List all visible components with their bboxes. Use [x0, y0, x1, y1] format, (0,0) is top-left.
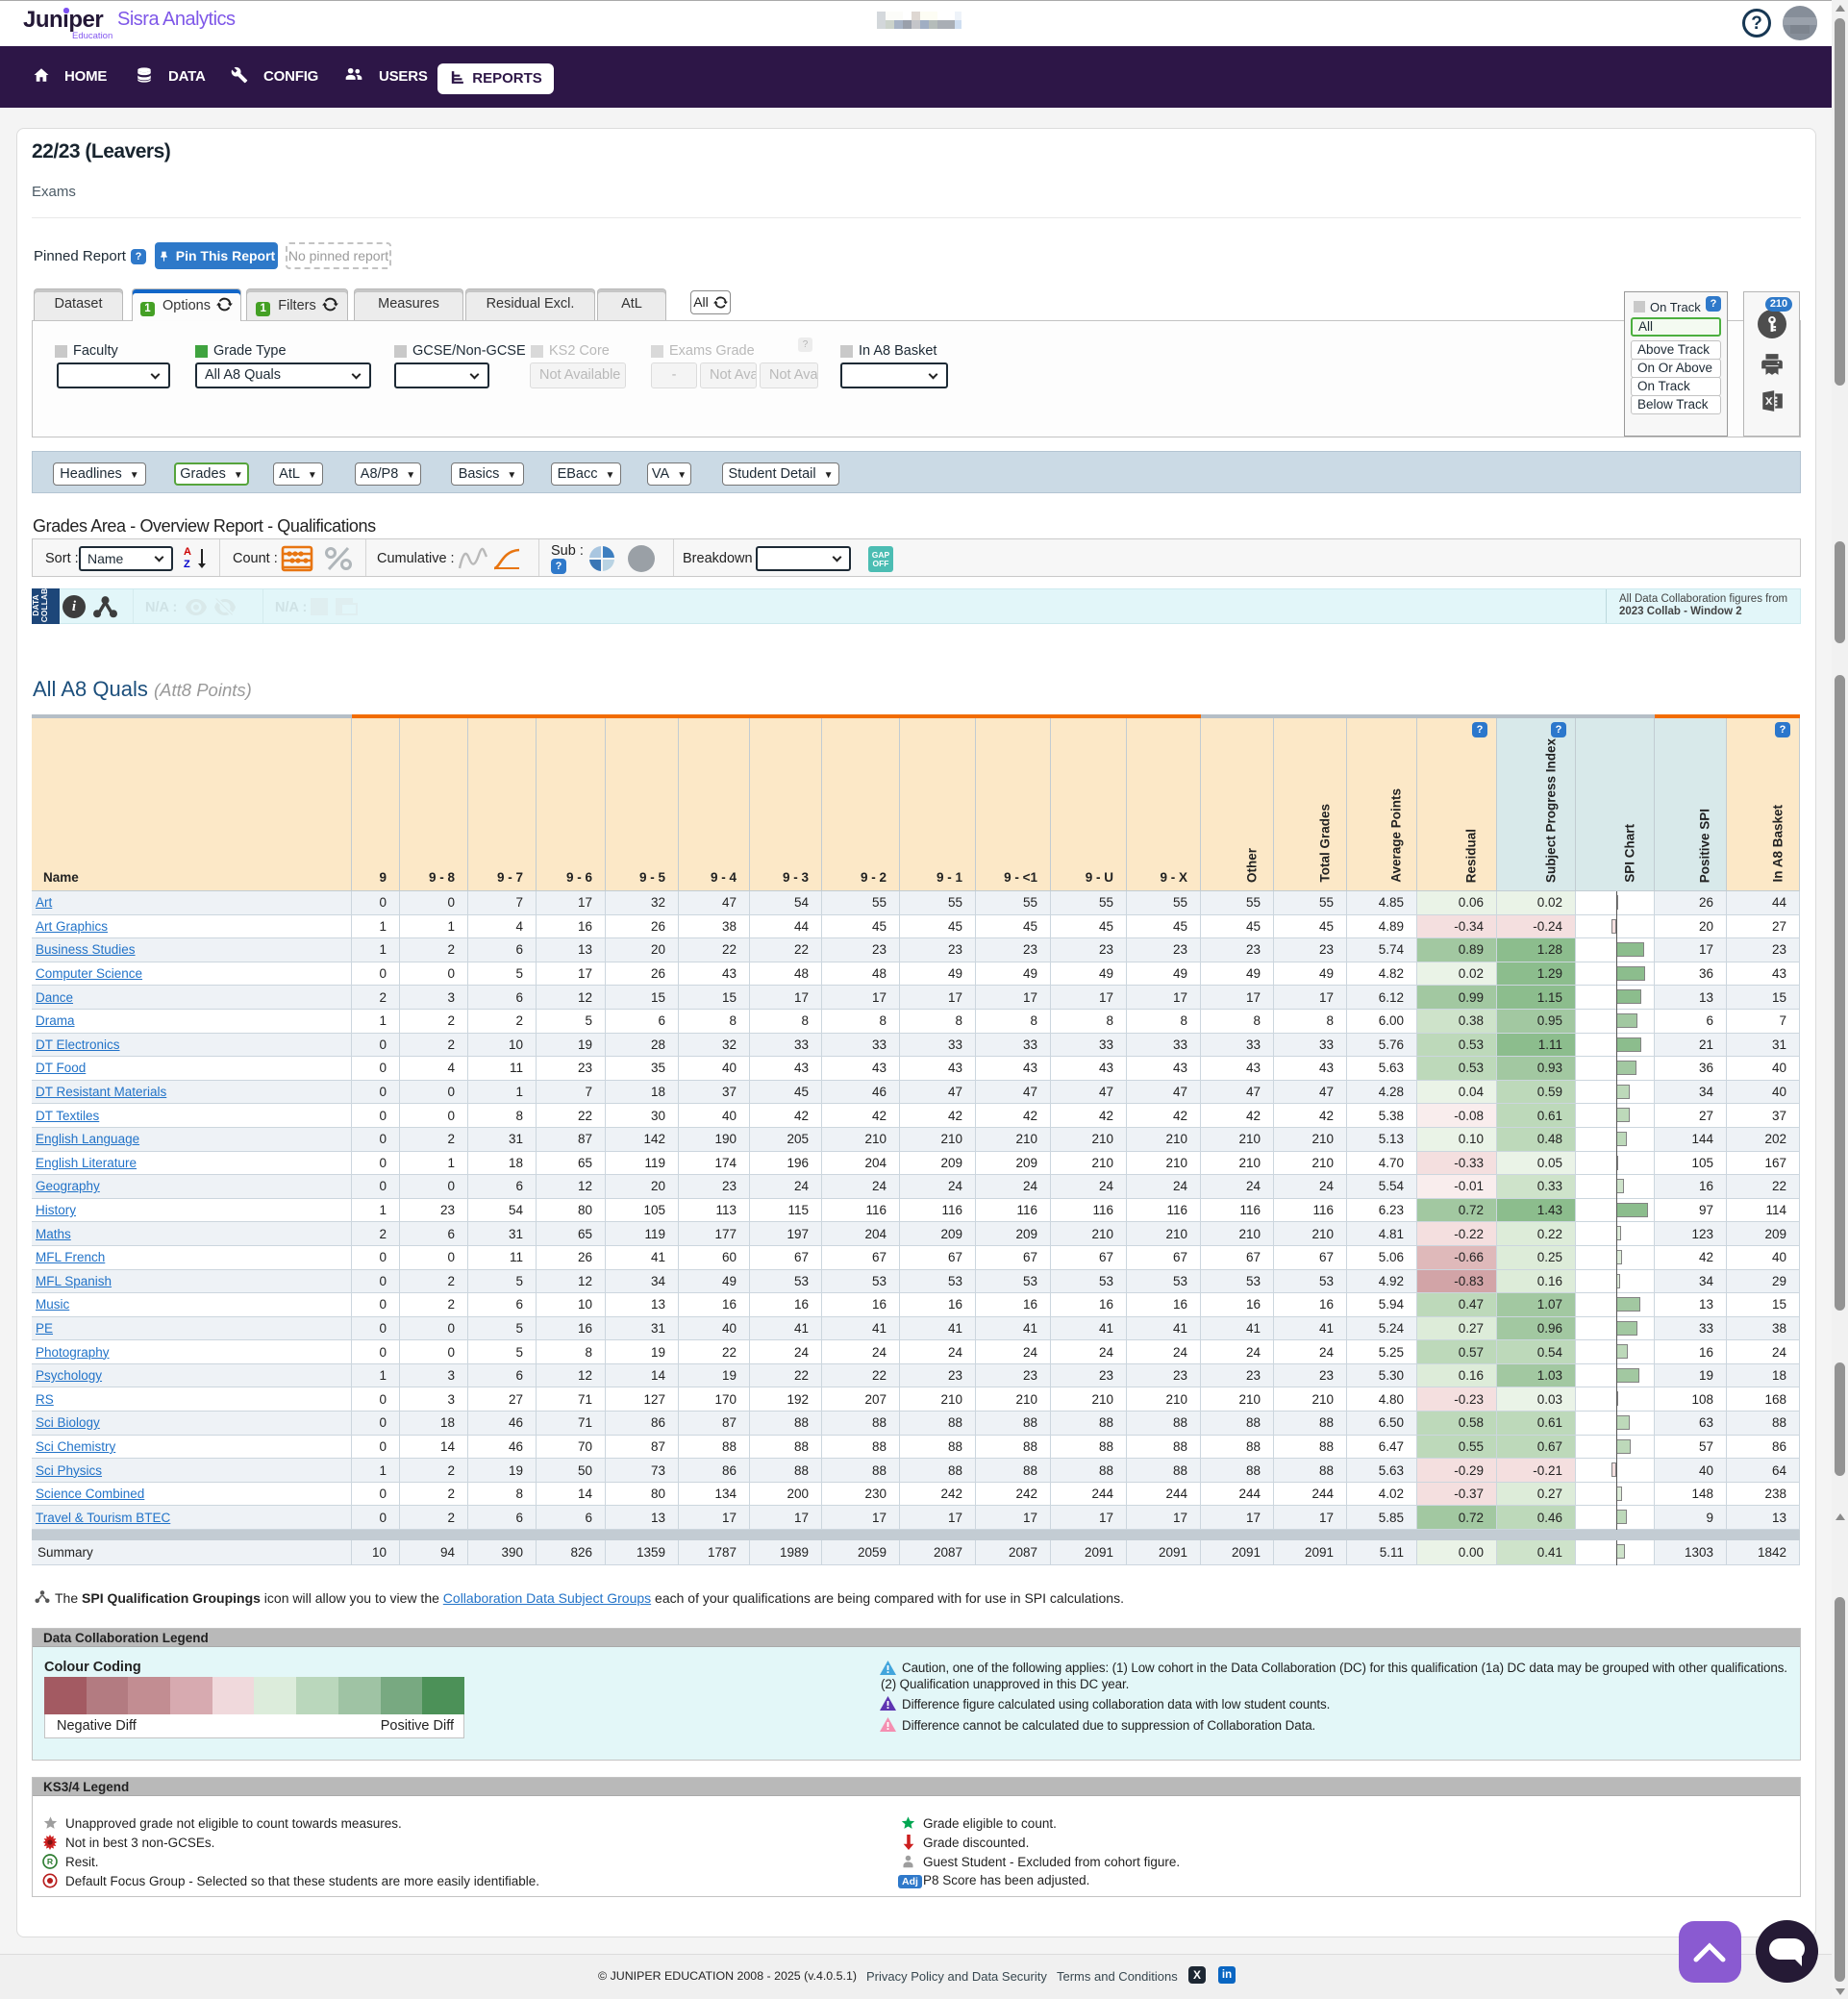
- svg-text:R: R: [47, 1857, 54, 1866]
